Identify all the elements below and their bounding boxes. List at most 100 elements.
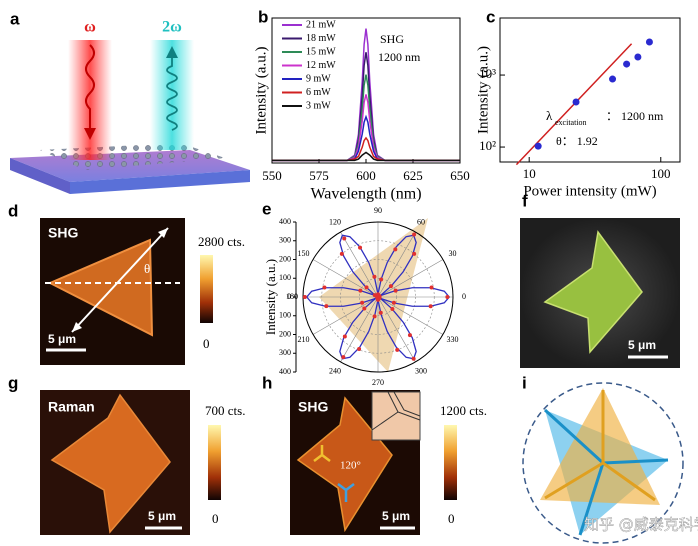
spectrum-line	[272, 136, 460, 162]
data-point	[339, 251, 344, 256]
arrow-red	[84, 128, 96, 140]
data-point	[412, 251, 417, 256]
beam-label: ω	[84, 19, 96, 36]
polarization-arrow	[71, 227, 169, 333]
map-title: Raman	[48, 399, 95, 415]
spoke	[377, 296, 444, 335]
data-point	[324, 304, 329, 309]
annotation: SHG	[380, 32, 404, 46]
panel-label: f	[522, 191, 528, 210]
legend-label: 21 mW	[306, 19, 336, 30]
legend-label: 6 mW	[306, 87, 331, 98]
data-point	[341, 355, 346, 360]
orientation-blue	[337, 483, 355, 502]
x-axis-label: Power intensity (mW)	[523, 183, 656, 199]
legend-label: 3 mW	[306, 100, 331, 111]
dashed-circle	[522, 382, 684, 544]
map-title: SHG	[48, 225, 78, 241]
x-tick-label: 625	[403, 168, 423, 183]
data-point	[412, 232, 417, 237]
spoke	[340, 231, 379, 298]
spoke	[377, 231, 416, 298]
colorbar	[444, 425, 457, 500]
spectrum-line	[272, 151, 460, 162]
watermark: 知乎 @威泰克科学仪器	[584, 516, 698, 534]
theta-tick-label: 300	[415, 366, 427, 375]
angle-label: 120°	[340, 460, 361, 472]
angle-label: θ	[144, 261, 150, 276]
r-tick-label: 400	[279, 217, 291, 226]
theta-tick-label: 90	[374, 206, 382, 215]
spectrum-line	[272, 94, 460, 162]
panel-label: b	[258, 7, 268, 26]
data-point	[378, 310, 383, 315]
inset-lines	[371, 391, 421, 431]
data-point	[360, 300, 365, 305]
orange-arrows	[544, 390, 656, 502]
data-point	[572, 98, 580, 106]
wave-red	[85, 44, 95, 130]
y-axis-label: Intensity (a.u.)	[263, 259, 278, 335]
map-title: SHG	[298, 399, 328, 415]
data-point	[372, 314, 377, 319]
arrow-head	[158, 228, 168, 238]
theta-tick-label: 210	[298, 335, 310, 344]
theta-tick-label: 120	[329, 217, 341, 226]
data-point	[357, 346, 362, 351]
substrate-front	[70, 170, 250, 194]
colorbar-min: 0	[212, 511, 219, 526]
colorbar	[208, 425, 221, 500]
flake	[47, 238, 154, 337]
arrow-cyan	[166, 46, 178, 58]
panel-label: g	[8, 373, 18, 392]
r-tick-label: 300	[279, 348, 291, 357]
data-point	[534, 142, 542, 150]
theta-tick-label: 30	[448, 249, 456, 258]
y-tick-label: 10³	[479, 66, 496, 81]
data-point	[428, 304, 433, 309]
x-tick-label: 575	[309, 168, 329, 183]
data-point	[358, 245, 363, 250]
panel-label: e	[262, 199, 271, 218]
annotation: λ	[546, 108, 553, 123]
scale-label: 5 μm	[628, 338, 656, 352]
data-point	[411, 356, 416, 361]
beam-red	[68, 40, 112, 160]
data-point	[390, 307, 395, 312]
arrow-head	[72, 322, 82, 332]
annotation: 1200 nm	[378, 50, 421, 64]
theta-tick-label: 270	[372, 378, 384, 387]
data-point	[358, 288, 363, 293]
theta-tick-label: 0	[462, 292, 466, 301]
data-point	[376, 292, 380, 297]
map-g: Raman 5 μm 700 cts. 0	[40, 390, 245, 535]
plot-frame	[271, 17, 461, 164]
theta-tick-label: 150	[298, 249, 310, 258]
panel-label: d	[8, 201, 18, 220]
beam-label: 2ω	[162, 19, 182, 36]
data-point	[634, 53, 642, 61]
wave-cyan	[166, 55, 178, 131]
map-h: SHG 120° 5 μm 1200 cts. 0	[290, 390, 487, 535]
colorbar-max: 700 cts.	[205, 403, 245, 418]
data-point	[445, 295, 450, 299]
data-point	[342, 236, 347, 241]
diagram-i	[522, 382, 684, 544]
spoke	[340, 296, 379, 363]
annotation: θ： 1.92	[556, 134, 598, 148]
inset	[371, 391, 421, 441]
x-tick-label: 550	[262, 168, 282, 183]
spoke	[312, 259, 379, 298]
schematic-a: ω 2ω	[10, 19, 250, 194]
colorbar-max: 2800 cts.	[198, 234, 245, 249]
r-tick-label: 100	[279, 273, 291, 282]
map-d: SHG θ 5 μm 2800 cts. 0	[40, 218, 245, 365]
flake	[296, 396, 393, 533]
r-tick-label: 200	[279, 254, 291, 263]
colorbar-max: 1200 cts.	[440, 403, 487, 418]
data-point	[302, 295, 307, 299]
spoke	[312, 296, 379, 335]
y-axis-label: Intensity (a.u.)	[475, 46, 491, 134]
data-point	[393, 247, 398, 252]
